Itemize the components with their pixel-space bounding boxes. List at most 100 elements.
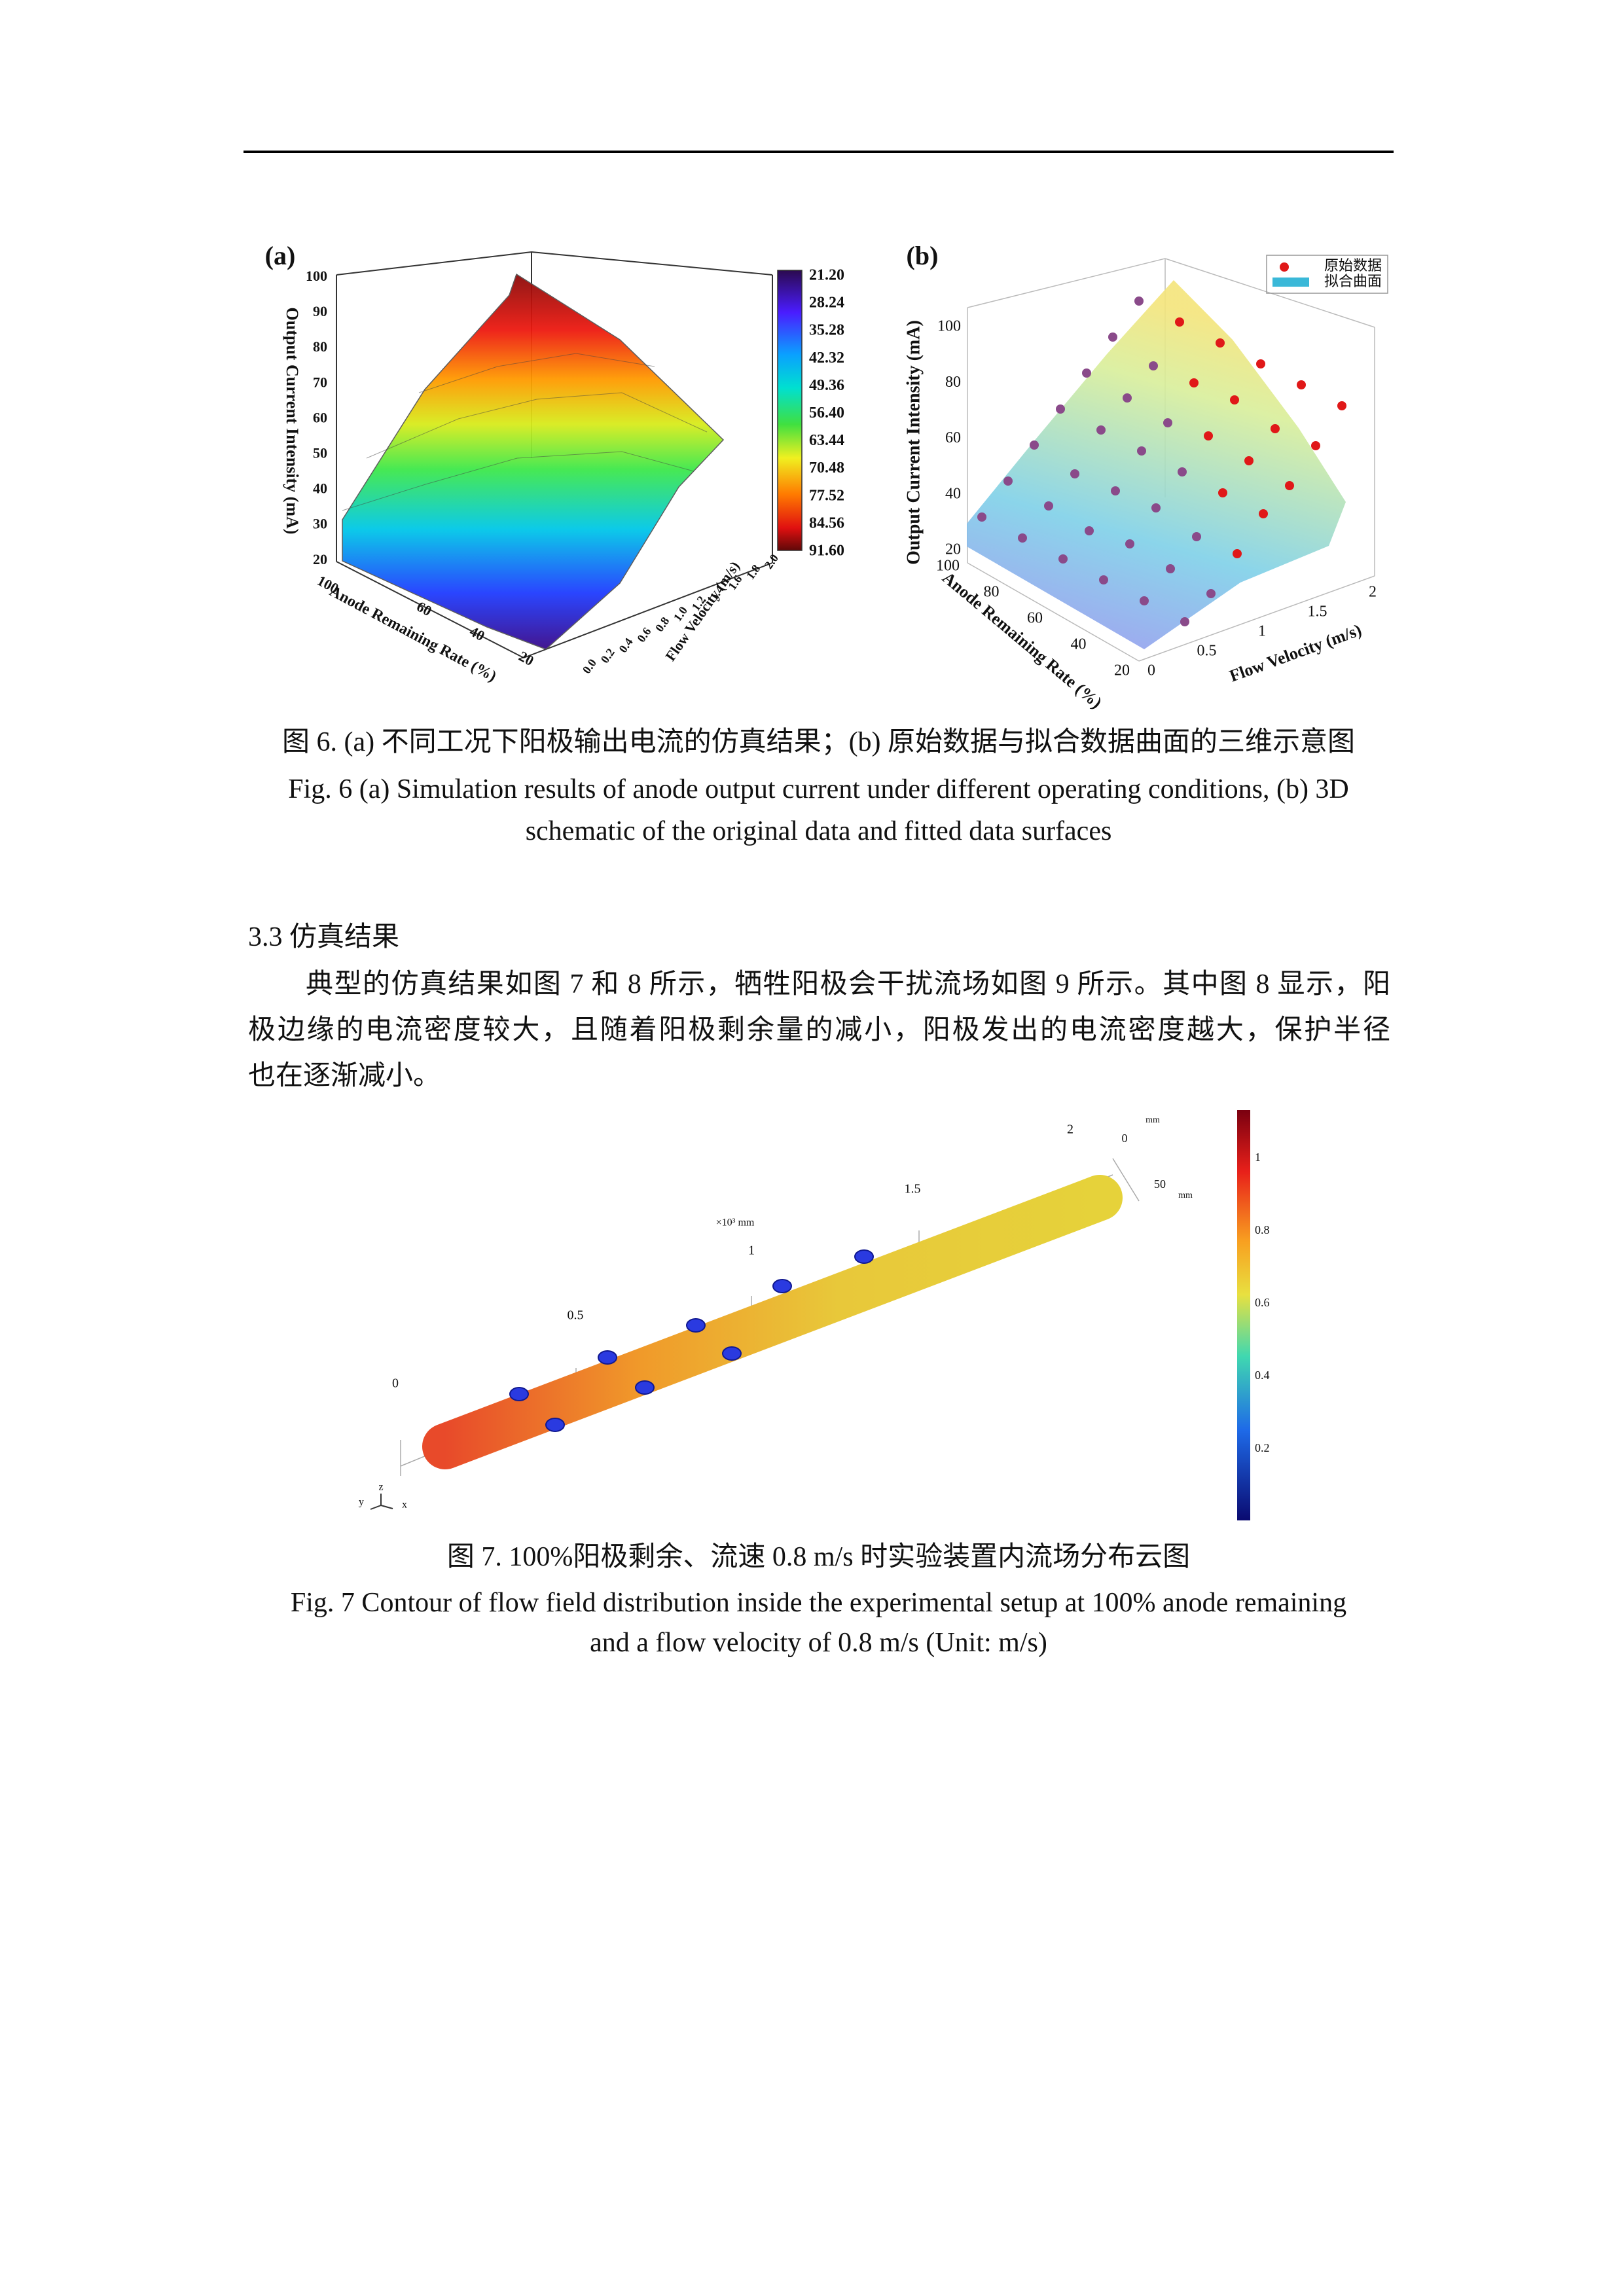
tick-label: 80 <box>945 374 961 391</box>
tick-label: 0.4 <box>616 636 635 655</box>
tick-label: 40 <box>313 480 327 497</box>
tick-label: 80 <box>313 338 327 355</box>
axis-triad: x <box>402 1499 407 1511</box>
colorbar-label: 42.32 <box>809 350 844 367</box>
tick-label: 100 <box>937 318 961 335</box>
scatter-dot <box>1056 404 1065 414</box>
tick-label: 60 <box>945 429 961 446</box>
figure-7-caption-en: and a flow velocity of 0.8 m/s (Unit: m/… <box>590 1628 1047 1658</box>
tick-label: 0.2 <box>598 646 617 666</box>
tick-label: 2.0 <box>762 552 781 571</box>
tick-label: 1.5 <box>905 1182 921 1196</box>
tick-label: 60 <box>313 409 327 425</box>
scatter-dot <box>1259 509 1268 518</box>
paragraph-line: 极边缘的电流密度较大，且随着阳极剩余量的减小，阳极发出的电流密度越大，保护半径 <box>248 1015 1390 1045</box>
colorbar-label: 84.56 <box>809 514 844 531</box>
scatter-dot <box>1085 526 1094 535</box>
header-rule <box>244 151 1394 153</box>
scatter-dot <box>1151 503 1161 512</box>
scatter-dot <box>1256 359 1265 368</box>
colorbar-label: 28.24 <box>809 295 844 312</box>
tick-label: 30 <box>313 516 327 532</box>
tick-label: 20 <box>1114 662 1130 679</box>
colorbar-label: 0.8 <box>1255 1223 1270 1236</box>
figure-6-caption-en: schematic of the original data and fitte… <box>525 816 1112 846</box>
legend-label: 拟合曲面 <box>1324 273 1382 289</box>
tick-label: 1.5 <box>1308 603 1327 620</box>
axis-triad: y <box>359 1497 364 1508</box>
scatter-dot <box>1134 296 1144 306</box>
figure-6a <box>336 251 803 658</box>
scatter-dot <box>1003 476 1013 486</box>
scatter-dot <box>977 512 986 522</box>
tick-label: 20 <box>313 551 327 567</box>
colorbar-label: 77.52 <box>809 487 844 504</box>
colorbar-label: 49.36 <box>809 377 844 394</box>
colorbar-label: 56.40 <box>809 404 844 422</box>
colorbar-label: 70.48 <box>809 459 844 476</box>
axis-triad: z <box>378 1482 383 1493</box>
scatter-dot <box>1058 554 1068 564</box>
tick-label: 50 <box>1154 1177 1166 1191</box>
scatter-dot <box>1189 378 1199 387</box>
scatter-dot <box>1082 368 1091 378</box>
tick-label: 0 <box>1122 1132 1128 1145</box>
figure-7-caption-en: Fig. 7 Contour of flow field distributio… <box>290 1588 1347 1618</box>
tick-label: 70 <box>313 374 327 390</box>
scatter-dot <box>1233 549 1242 558</box>
scatter-dot <box>1044 501 1053 511</box>
tick-label: 20 <box>516 648 537 669</box>
tick-label: 2 <box>1369 584 1377 601</box>
tick-label: 2 <box>1067 1122 1074 1137</box>
figure-6-caption-zh: 图 6. (a) 不同工况下阳极输出电流的仿真结果；(b) 原始数据与拟合数据曲… <box>281 727 1356 757</box>
scatter-dot <box>1337 401 1346 410</box>
tick-label: 1 <box>1258 623 1266 640</box>
colorbar-label: 0.2 <box>1255 1441 1270 1454</box>
scatter-dot <box>1166 564 1175 573</box>
tick-label: 0.0 <box>580 656 599 676</box>
scatter-dot <box>1099 575 1108 584</box>
scatter-dot <box>1140 596 1149 605</box>
scatter-dot <box>1204 431 1213 440</box>
tick-label: 20 <box>945 541 961 558</box>
scatter-dot <box>1096 425 1106 435</box>
tick-label: 40 <box>945 485 961 502</box>
colorbar-label: 91.60 <box>809 543 844 560</box>
figure-7 <box>370 1110 1250 1520</box>
axis-title: Output Current Intensity (mA) <box>903 320 924 565</box>
tick-label: 100 <box>306 268 327 284</box>
scatter-dot <box>1137 446 1146 456</box>
scatter-dot <box>1070 469 1079 478</box>
tick-label: 1.8 <box>744 562 763 582</box>
scatter-dot <box>1123 393 1132 403</box>
figure-6-caption-en: Fig. 6 (a) Simulation results of anode o… <box>288 774 1349 804</box>
scatter-dot <box>1311 441 1320 450</box>
scatter-dot <box>1216 338 1225 348</box>
scatter-dot <box>1125 539 1134 548</box>
tick-label: 0.5 <box>568 1308 584 1323</box>
scatter-dot <box>1218 488 1227 497</box>
tick-label: 90 <box>313 303 327 319</box>
section-heading: 3.3 仿真结果 <box>248 922 400 952</box>
tick-label: 50 <box>313 445 327 461</box>
colorbar-label: 0.4 <box>1255 1369 1270 1382</box>
scatter-dot <box>1178 467 1187 476</box>
tick-label: 60 <box>1027 610 1043 627</box>
paragraph-line: 也在逐渐减小。 <box>248 1061 441 1091</box>
scatter-dot <box>1149 361 1158 370</box>
tick-label: 100 <box>936 558 960 575</box>
tick-label: 40 <box>1071 636 1087 653</box>
colorbar-label: 21.20 <box>809 267 844 284</box>
scatter-dot <box>1206 589 1216 598</box>
tick-label: 0.5 <box>1197 643 1217 660</box>
colorbar-label: 1 <box>1255 1151 1261 1164</box>
axis-title: Output Current Intensity (mA) <box>283 308 302 535</box>
scatter-dot <box>1111 486 1120 495</box>
scatter-dot <box>1030 440 1039 450</box>
scatter-dot <box>1163 418 1172 427</box>
scatter-dot <box>1244 456 1254 465</box>
tick-label: 0.6 <box>634 625 653 645</box>
